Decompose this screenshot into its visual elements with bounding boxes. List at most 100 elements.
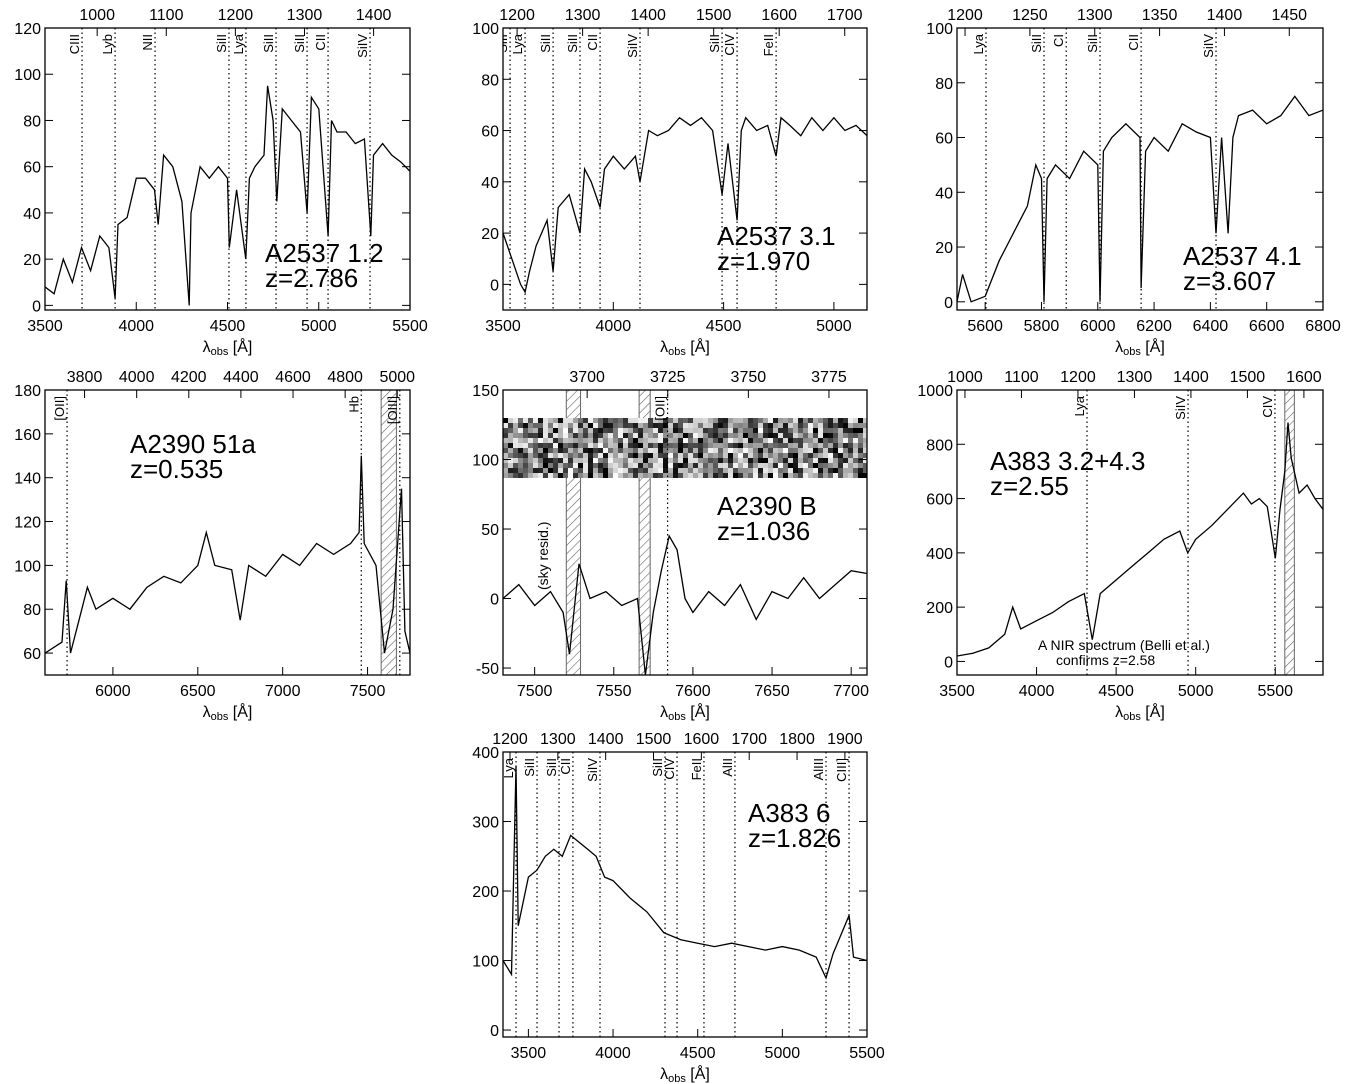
x2-tick-label: 1200 (499, 7, 535, 24)
pixel (783, 458, 788, 463)
pixel (713, 423, 718, 428)
pixel (523, 463, 528, 468)
pixel (753, 463, 758, 468)
line-label: CII (558, 758, 573, 775)
x-axis-label: λobs [Å] (203, 702, 253, 723)
pixel (763, 473, 768, 478)
masked-region (380, 390, 397, 675)
pixel (608, 443, 613, 448)
annotation: z=1.826 (748, 823, 841, 853)
pixel (623, 443, 628, 448)
pixel (633, 443, 638, 448)
pixel (568, 473, 573, 478)
x2-tick-label: 1500 (696, 7, 732, 24)
pixel (608, 433, 613, 438)
pixel (813, 418, 818, 423)
pixel (588, 443, 593, 448)
pixel (703, 453, 708, 458)
pixel (538, 438, 543, 443)
line-label: SiII (1085, 34, 1100, 53)
pixel (543, 458, 548, 463)
line-label: NII (140, 34, 155, 51)
pixel (523, 448, 528, 453)
pixel (673, 418, 678, 423)
pixel (848, 423, 853, 428)
pixel (643, 453, 648, 458)
annotation: A2537 3.1 (717, 221, 836, 251)
pixel (658, 453, 663, 458)
pixel (768, 458, 773, 463)
pixel (608, 458, 613, 463)
pixel (538, 453, 543, 458)
pixel (678, 428, 683, 433)
pixel (503, 438, 508, 443)
pixel (828, 463, 833, 468)
pixel (538, 463, 543, 468)
y-tick-label: 1000 (917, 383, 953, 400)
pixel (613, 418, 618, 423)
annotation: A2390 51a (130, 429, 256, 459)
x2-tick-label: 4200 (171, 369, 207, 386)
pixel (833, 418, 838, 423)
pixel (528, 433, 533, 438)
x-label-symbol: λ (660, 1066, 668, 1083)
masked-region (638, 390, 651, 675)
pixel (623, 458, 628, 463)
pixel (663, 473, 668, 478)
pixel (663, 423, 668, 428)
pixel (828, 433, 833, 438)
panel: Lya SiII CI SiII CII SiIV 5600 5800 6000 6200 6400… (926, 7, 1341, 358)
pixel (783, 428, 788, 433)
pixel (843, 423, 848, 428)
x-tick-label: 6600 (1249, 318, 1285, 335)
line-label: CIV (662, 758, 677, 780)
x2-tick-label: 1100 (149, 7, 184, 24)
pixel (803, 418, 808, 423)
x2-tick-label: 1250 (1012, 7, 1048, 24)
x-tick-label: 7600 (675, 683, 711, 700)
pixel (518, 433, 523, 438)
panel: [OII] Hb [OIII] 6000 6500 7000 7500 3800 4000 420… (14, 369, 415, 723)
pixel (833, 463, 838, 468)
pixel (688, 438, 693, 443)
pixel (708, 448, 713, 453)
pixel (703, 433, 708, 438)
x-label-subscript: obs (1123, 346, 1141, 358)
y-tick-label: 20 (23, 252, 41, 269)
pixel (548, 453, 553, 458)
pixel (673, 433, 678, 438)
x-label-symbol: λ (1115, 339, 1123, 356)
pixel (748, 448, 753, 453)
pixel (733, 473, 738, 478)
pixel (718, 458, 723, 463)
pixel (578, 418, 583, 423)
pixel (598, 418, 603, 423)
x-tick-label: 7550 (596, 683, 632, 700)
pixel (713, 443, 718, 448)
pixel (753, 438, 758, 443)
annotation: A383 3.2+4.3 (990, 446, 1145, 476)
pixel (558, 428, 563, 433)
pixel (838, 433, 843, 438)
pixel (813, 453, 818, 458)
pixel (853, 448, 858, 453)
pixel (683, 453, 688, 458)
pixel (828, 428, 833, 433)
pixel (863, 418, 867, 423)
pixel (568, 468, 573, 473)
pixel (588, 463, 593, 468)
pixel (628, 468, 633, 473)
pixel (573, 418, 578, 423)
pixel (558, 418, 563, 423)
pixel (593, 463, 598, 468)
pixel (573, 473, 578, 478)
pixel (788, 433, 793, 438)
pixel (823, 428, 828, 433)
pixel (693, 458, 698, 463)
pixel (738, 428, 743, 433)
pixel (513, 468, 518, 473)
pixel (863, 463, 867, 468)
pixel (758, 423, 763, 428)
pixel (588, 458, 593, 463)
pixel (813, 428, 818, 433)
